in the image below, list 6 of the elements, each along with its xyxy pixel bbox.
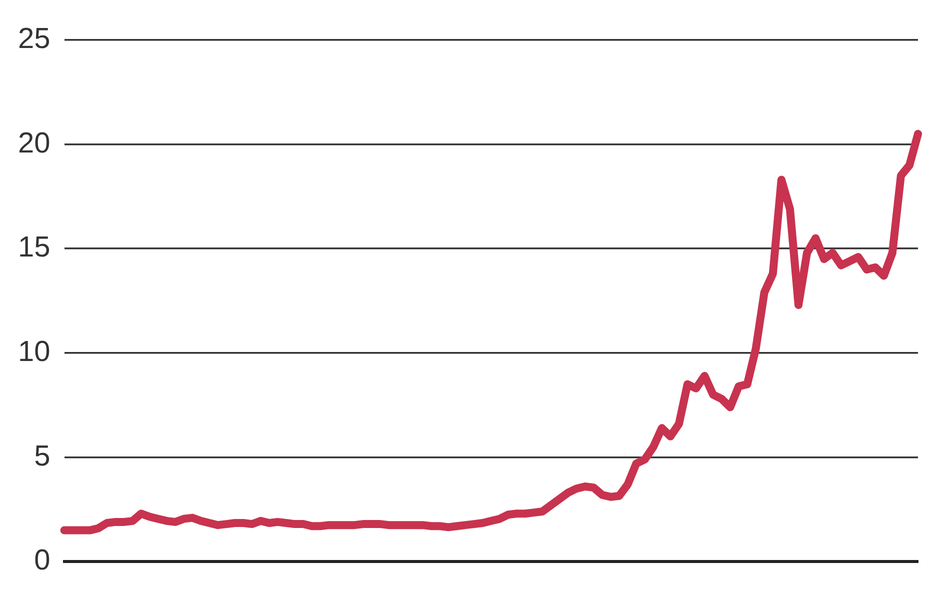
- y-tick-label: 5: [34, 440, 50, 472]
- y-tick-label: 0: [34, 544, 50, 577]
- y-tick-label: 15: [18, 232, 50, 264]
- y-tick-label: 25: [18, 23, 50, 55]
- y-tick-label: 20: [18, 127, 50, 160]
- y-tick-label: 10: [18, 336, 50, 368]
